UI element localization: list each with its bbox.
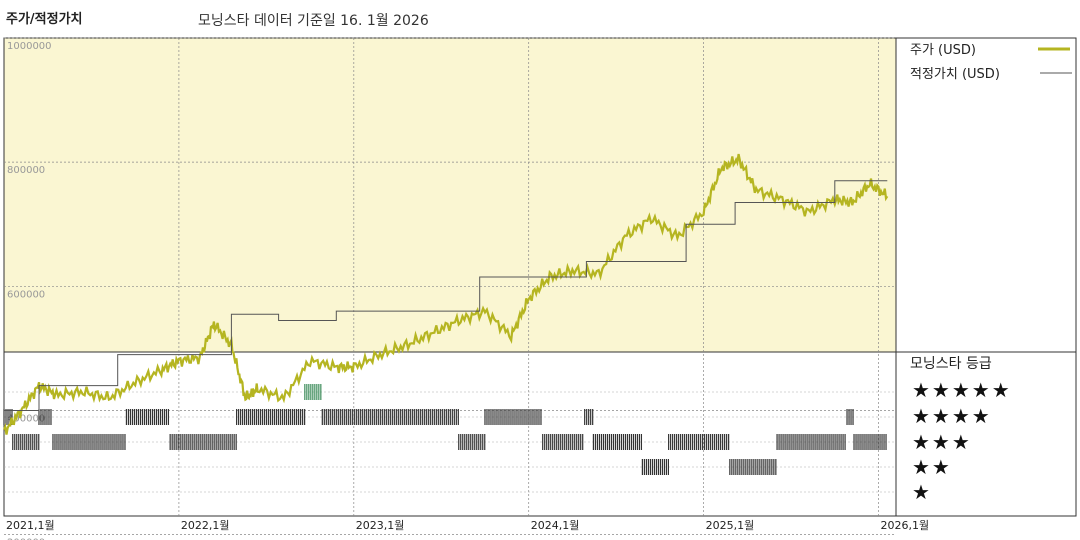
y-tick-label: 600000 bbox=[7, 289, 45, 300]
rating-row-5-stars: ★★★★★ bbox=[912, 378, 1012, 402]
main-plot-background bbox=[4, 38, 896, 352]
y-tick-label: 400000 bbox=[7, 413, 45, 424]
rating-segment bbox=[584, 409, 594, 425]
rating-segment bbox=[729, 459, 777, 475]
rating-segment bbox=[38, 409, 52, 425]
data-date-subtitle: 모닝스타 데이터 기준일 16. 1월 2026 bbox=[198, 13, 429, 29]
rating-segment bbox=[484, 409, 542, 425]
x-tick-label: 2021,1월 bbox=[6, 519, 55, 532]
rating-segment bbox=[321, 409, 459, 425]
price-series-line bbox=[2, 153, 889, 435]
x-tick-label: 2022,1월 bbox=[181, 519, 230, 532]
x-tick-label: 2026,1월 bbox=[881, 519, 930, 532]
x-tick-labels: 2021,1월 2022,1월 2023,1월 2024,1월 2025,1월 2026,… bbox=[6, 519, 929, 532]
chart-title: 주가/적정가치 bbox=[6, 12, 83, 27]
y-tick-label: 1000000 bbox=[7, 41, 52, 52]
rating-segment bbox=[125, 409, 170, 425]
rating-segment bbox=[641, 459, 669, 475]
rating-segment bbox=[12, 434, 40, 450]
rating-segment bbox=[846, 409, 854, 425]
rating-plot-background bbox=[4, 352, 896, 516]
ratings-panel-title: 모닝스타 등급 bbox=[910, 356, 992, 372]
rating-segment bbox=[169, 434, 237, 450]
rating-segment bbox=[304, 384, 322, 400]
rating-row-1-star: ★ bbox=[912, 480, 932, 504]
rating-segment bbox=[668, 434, 730, 450]
series-lines bbox=[2, 153, 889, 435]
rating-segment bbox=[853, 434, 887, 450]
x-tick-label: 2024,1월 bbox=[531, 519, 580, 532]
legend-fair-value-label: 적정가치 (USD) bbox=[910, 67, 1000, 82]
rating-row-3-stars: ★★★ bbox=[912, 430, 972, 454]
rating-segment bbox=[458, 434, 486, 450]
rating-segment bbox=[776, 434, 846, 450]
y-tick-labels: 1000000 800000 600000 400000 200000 bbox=[7, 41, 52, 540]
rating-segment bbox=[542, 434, 584, 450]
fair-value-series-line bbox=[4, 180, 888, 411]
legend-price-label: 주가 (USD) bbox=[910, 43, 976, 58]
y-tick-label: 200000 bbox=[7, 538, 45, 540]
rating-segment bbox=[236, 409, 306, 425]
rating-row-2-stars: ★★ bbox=[912, 455, 952, 479]
x-tick-label: 2023,1월 bbox=[356, 519, 405, 532]
rating-segment bbox=[52, 434, 126, 450]
rating-row-4-stars: ★★★★ bbox=[912, 404, 992, 428]
y-tick-label: 800000 bbox=[7, 165, 45, 176]
x-tick-label: 2025,1월 bbox=[706, 519, 755, 532]
rating-track bbox=[3, 384, 896, 493]
rating-segment bbox=[592, 434, 643, 450]
